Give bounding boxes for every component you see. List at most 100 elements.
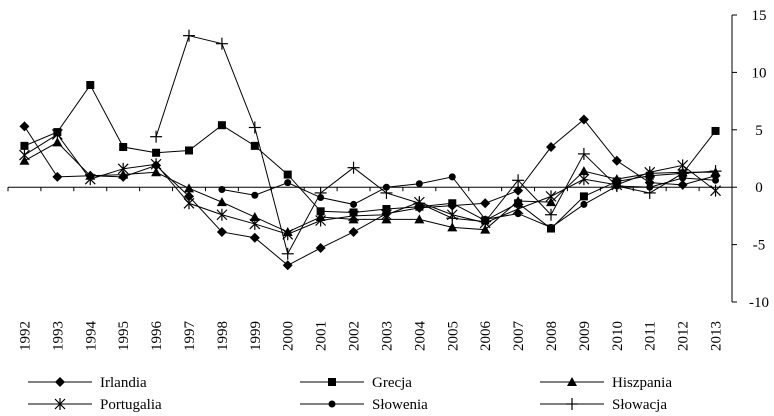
data-point [512, 174, 525, 187]
x-tick-label: 2005 [445, 321, 461, 351]
data-point [151, 167, 162, 177]
data-point [414, 214, 425, 224]
series-line [24, 84, 716, 230]
x-tick-label: 1996 [149, 321, 165, 352]
series-line [24, 118, 716, 266]
data-point [710, 184, 721, 197]
data-point [610, 180, 623, 193]
y-tick-label: 0 [755, 180, 763, 196]
x-tick-label: 2006 [478, 321, 494, 352]
data-point [677, 179, 688, 190]
data-point [315, 243, 326, 254]
x-tick-label: 2007 [511, 321, 527, 352]
data-point [513, 185, 524, 196]
data-point [150, 158, 162, 171]
data-point [249, 217, 261, 230]
data-point [185, 146, 193, 155]
x-tick-label: 1998 [215, 321, 231, 351]
series-line [24, 141, 716, 233]
data-point [350, 200, 358, 208]
data-point [152, 148, 161, 157]
legend-marker [54, 398, 66, 410]
data-point [248, 121, 261, 134]
x-tick-label: 2004 [412, 321, 428, 352]
data-point [415, 180, 423, 188]
data-point [216, 208, 228, 221]
data-point [316, 207, 325, 216]
series-line [221, 176, 716, 228]
data-point [216, 226, 227, 237]
data-point [643, 186, 656, 199]
series-layer [19, 29, 722, 271]
legend-label: Hiszpania [612, 375, 672, 391]
x-tick-label: 1995 [116, 321, 132, 351]
data-point [51, 128, 63, 141]
series-irlandia [19, 114, 721, 271]
x-tick-label: 2012 [676, 321, 692, 351]
data-point [183, 197, 195, 210]
data-point [446, 212, 459, 225]
data-point [216, 197, 227, 207]
data-point [314, 186, 327, 199]
legend-marker [567, 377, 577, 386]
x-axis: 1992 1993 1994 1995 1996 1997 1998 1999 2000 2001… [7, 186, 733, 352]
data-point [611, 155, 622, 166]
data-point [578, 114, 589, 125]
series-słowacja [150, 29, 722, 260]
data-point [217, 121, 226, 130]
data-point [251, 191, 259, 199]
series-grecja [20, 81, 720, 233]
legend-marker [328, 400, 336, 408]
x-tick-label: 2001 [314, 321, 330, 351]
data-point [250, 141, 259, 150]
data-point [282, 260, 293, 271]
data-point [712, 176, 720, 184]
legend-label: Słowenia [372, 397, 428, 413]
data-point [52, 137, 63, 147]
data-point [183, 29, 195, 42]
legend-marker [566, 398, 578, 410]
data-point [480, 198, 491, 209]
data-point [20, 141, 29, 150]
data-point [315, 214, 327, 227]
data-point [348, 226, 359, 237]
legend-item: Słowenia [300, 397, 428, 413]
data-point [84, 173, 96, 186]
data-point [281, 247, 294, 260]
legend-item: Hiszpania [540, 375, 672, 391]
data-point [480, 224, 491, 234]
data-point [448, 199, 457, 208]
y-tick-label: 15 [752, 8, 767, 24]
legend-marker [328, 378, 336, 386]
legend-item: Portugalia [28, 397, 162, 413]
data-point [545, 208, 557, 221]
data-point [218, 185, 226, 193]
data-point [579, 192, 588, 201]
legend-label: Grecja [372, 375, 412, 391]
data-point [447, 222, 458, 232]
data-point [184, 183, 194, 193]
data-point [19, 121, 30, 132]
data-point [578, 166, 589, 176]
legend-label: Słowacja [612, 397, 667, 413]
data-point [380, 186, 393, 199]
data-point [644, 166, 656, 179]
data-point [577, 147, 590, 160]
legend-label: Irlandia [100, 375, 147, 391]
data-point [479, 215, 492, 228]
data-point [348, 209, 359, 222]
data-point [150, 130, 163, 143]
x-tick-label: 2011 [643, 321, 659, 350]
data-point [19, 149, 30, 162]
data-point [117, 162, 129, 175]
y-tick-label: 10 [752, 65, 767, 81]
data-point [184, 191, 194, 202]
x-tick-label: 2013 [709, 321, 725, 351]
data-point [283, 170, 292, 179]
y-tick-label: -10 [749, 295, 769, 311]
x-tick-label: 2009 [577, 321, 593, 351]
legend-label: Portugalia [100, 397, 162, 413]
legend-item: Irlandia [28, 375, 147, 391]
data-point [413, 197, 426, 210]
